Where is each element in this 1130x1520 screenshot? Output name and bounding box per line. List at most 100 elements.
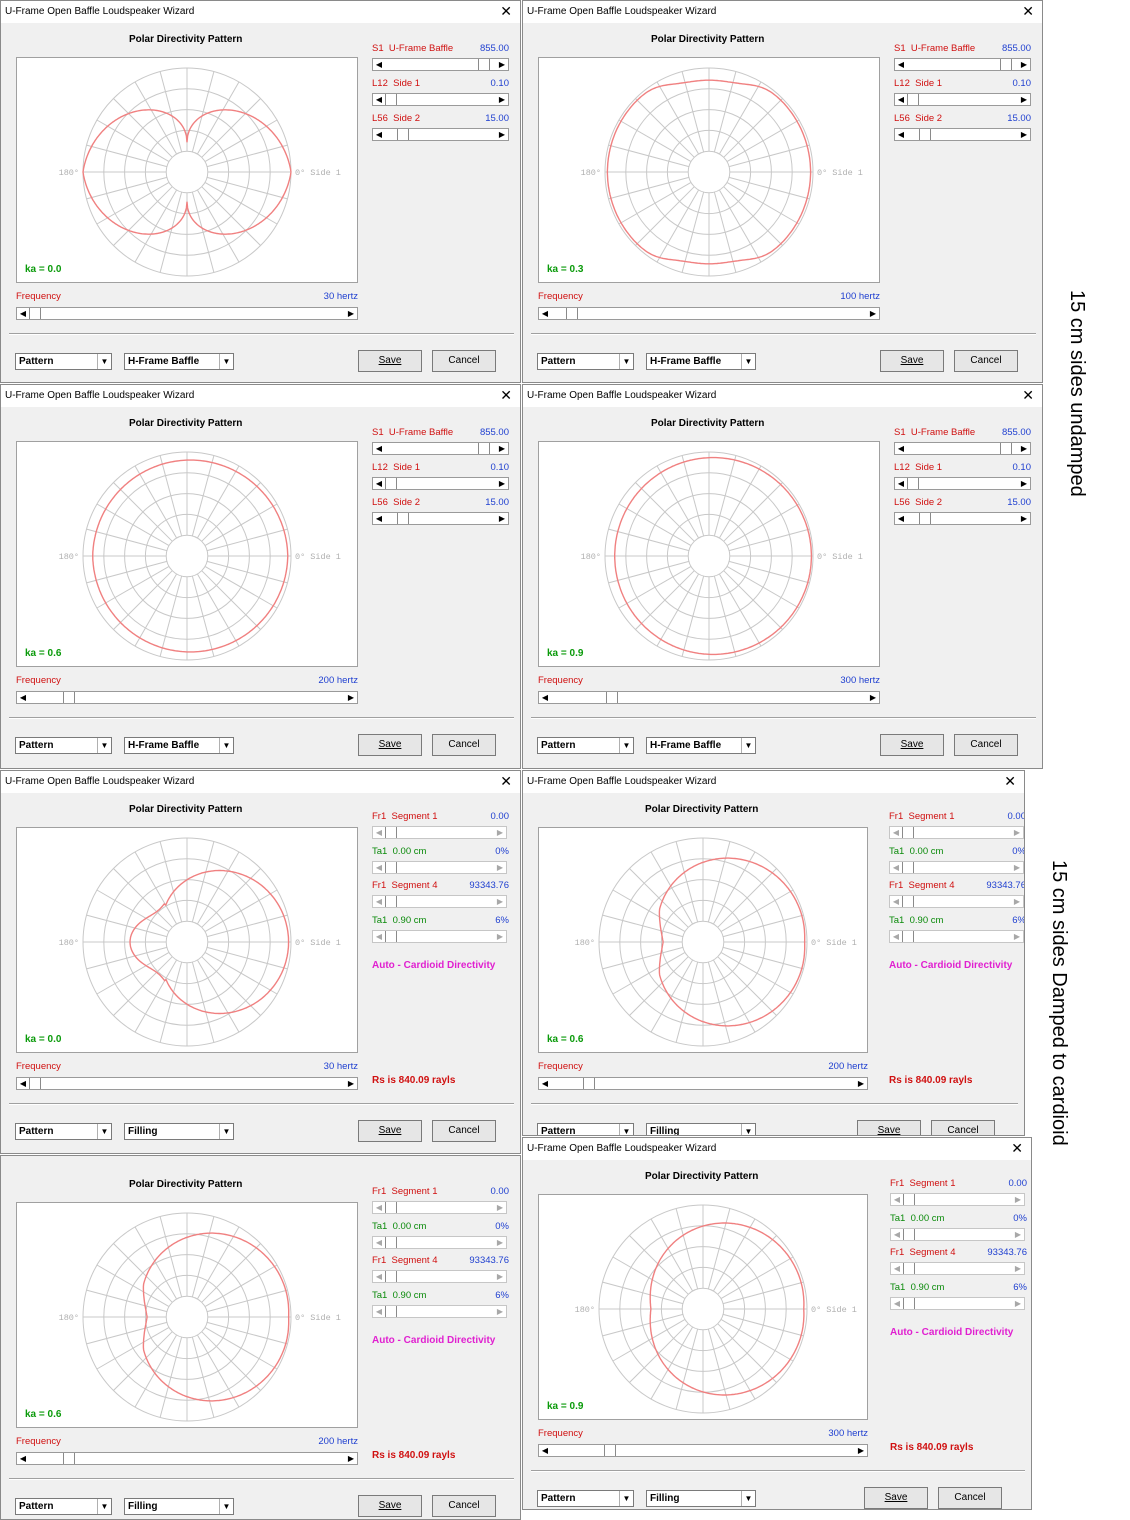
scroll-thumb[interactable]	[566, 308, 579, 319]
view-select[interactable]: Pattern ▼	[15, 737, 112, 754]
chevron-down-icon[interactable]: ▼	[619, 738, 633, 753]
scroll-left-arrow-icon[interactable]: ◀	[892, 862, 900, 872]
scroll-right-arrow-icon[interactable]: ▶	[1020, 479, 1028, 488]
chevron-down-icon[interactable]: ▼	[741, 1124, 755, 1135]
scroll-left-arrow-icon[interactable]: ◀	[375, 444, 383, 453]
mode-select[interactable]: H-Frame Baffle ▼	[124, 737, 234, 754]
scroll-right-arrow-icon[interactable]: ▶	[347, 1079, 355, 1088]
scroll-left-arrow-icon[interactable]: ◀	[375, 1203, 383, 1212]
mode-select[interactable]: H-Frame Baffle ▼	[646, 737, 756, 754]
chevron-down-icon[interactable]: ▼	[97, 1499, 111, 1514]
filling-param-slider[interactable]: ◀ ▶	[890, 1227, 1025, 1241]
chevron-down-icon[interactable]: ▼	[619, 354, 633, 369]
filling-param-slider[interactable]: ◀ ▶	[372, 826, 507, 839]
scroll-thumb[interactable]	[397, 129, 410, 140]
filling-param-slider[interactable]: ◀ ▶	[890, 1262, 1025, 1275]
scroll-left-arrow-icon[interactable]: ◀	[19, 1079, 27, 1088]
filling-param-slider[interactable]: ◀ ▶	[372, 1304, 507, 1318]
param-slider[interactable]: ◀ ▶	[894, 512, 1031, 525]
scroll-right-arrow-icon[interactable]: ▶	[496, 931, 504, 941]
filling-param-slider[interactable]: ◀ ▶	[889, 826, 1024, 839]
scroll-left-arrow-icon[interactable]: ◀	[375, 514, 383, 523]
scroll-right-arrow-icon[interactable]: ▶	[498, 479, 506, 488]
scroll-right-arrow-icon[interactable]: ▶	[498, 130, 506, 139]
chevron-down-icon[interactable]: ▼	[741, 1491, 755, 1506]
scroll-thumb[interactable]	[385, 827, 397, 838]
scroll-left-arrow-icon[interactable]: ◀	[897, 514, 905, 523]
scroll-left-arrow-icon[interactable]: ◀	[541, 1079, 549, 1088]
scroll-left-arrow-icon[interactable]: ◀	[375, 897, 383, 906]
chevron-down-icon[interactable]: ▼	[619, 1124, 633, 1135]
save-button[interactable]: Save	[358, 350, 422, 372]
scroll-right-arrow-icon[interactable]: ▶	[1014, 1264, 1022, 1273]
scroll-left-arrow-icon[interactable]: ◀	[19, 693, 27, 702]
view-select[interactable]: Pattern ▼	[537, 353, 634, 370]
chevron-down-icon[interactable]: ▼	[619, 1491, 633, 1506]
filling-param-slider[interactable]: ◀ ▶	[372, 929, 507, 943]
scroll-right-arrow-icon[interactable]: ▶	[347, 1454, 355, 1463]
scroll-right-arrow-icon[interactable]: ▶	[496, 1237, 504, 1247]
cancel-button[interactable]: Cancel	[954, 350, 1018, 372]
filling-param-slider[interactable]: ◀ ▶	[890, 1296, 1025, 1310]
scroll-left-arrow-icon[interactable]: ◀	[892, 828, 900, 837]
scroll-thumb[interactable]	[903, 1297, 915, 1309]
filling-param-slider[interactable]: ◀ ▶	[890, 1193, 1025, 1206]
scroll-thumb[interactable]	[385, 478, 397, 489]
scroll-thumb[interactable]	[583, 1078, 596, 1089]
scroll-thumb[interactable]	[397, 513, 410, 524]
scroll-left-arrow-icon[interactable]: ◀	[893, 1264, 901, 1273]
mode-select[interactable]: Filling ▼	[646, 1490, 756, 1507]
close-icon[interactable]: ✕	[1011, 1140, 1023, 1156]
scroll-right-arrow-icon[interactable]: ▶	[1020, 95, 1028, 104]
scroll-thumb[interactable]	[385, 1305, 397, 1317]
scroll-right-arrow-icon[interactable]: ▶	[1020, 60, 1028, 69]
save-button[interactable]: Save	[864, 1487, 928, 1509]
param-slider[interactable]: ◀ ▶	[372, 128, 509, 141]
close-icon[interactable]: ✕	[500, 387, 512, 403]
scroll-left-arrow-icon[interactable]: ◀	[375, 1237, 383, 1247]
scroll-right-arrow-icon[interactable]: ▶	[496, 897, 504, 906]
param-slider[interactable]: ◀ ▶	[894, 477, 1031, 490]
cancel-button[interactable]: Cancel	[432, 1120, 496, 1142]
param-slider[interactable]: ◀ ▶	[372, 58, 509, 71]
close-icon[interactable]: ✕	[1022, 3, 1034, 19]
scroll-left-arrow-icon[interactable]: ◀	[897, 130, 905, 139]
scroll-thumb[interactable]	[385, 1271, 397, 1282]
scroll-left-arrow-icon[interactable]: ◀	[893, 1298, 901, 1308]
scroll-left-arrow-icon[interactable]: ◀	[541, 693, 549, 702]
close-icon[interactable]: ✕	[1004, 773, 1016, 789]
scroll-right-arrow-icon[interactable]: ▶	[1014, 1195, 1022, 1204]
save-button[interactable]: Save	[358, 1120, 422, 1142]
param-slider[interactable]: ◀ ▶	[372, 512, 509, 525]
scroll-right-arrow-icon[interactable]: ▶	[857, 1079, 865, 1088]
scroll-right-arrow-icon[interactable]: ▶	[1020, 130, 1028, 139]
scroll-right-arrow-icon[interactable]: ▶	[1013, 897, 1021, 906]
frequency-slider[interactable]: ◀ ▶	[538, 1077, 868, 1090]
scroll-right-arrow-icon[interactable]: ▶	[347, 309, 355, 318]
close-icon[interactable]: ✕	[500, 3, 512, 19]
frequency-slider[interactable]: ◀ ▶	[16, 1452, 358, 1465]
cancel-button[interactable]: Cancel	[432, 734, 496, 756]
view-select[interactable]: Pattern ▼	[15, 1123, 112, 1140]
scroll-left-arrow-icon[interactable]: ◀	[375, 130, 383, 139]
view-select[interactable]: Pattern ▼	[537, 737, 634, 754]
view-select[interactable]: Pattern ▼	[537, 1490, 634, 1507]
filling-param-slider[interactable]: ◀ ▶	[372, 895, 507, 908]
frequency-slider[interactable]: ◀ ▶	[16, 1077, 358, 1090]
scroll-left-arrow-icon[interactable]: ◀	[893, 1195, 901, 1204]
cancel-button[interactable]: Cancel	[954, 734, 1018, 756]
frequency-slider[interactable]: ◀ ▶	[538, 691, 880, 704]
scroll-thumb[interactable]	[385, 861, 397, 873]
filling-param-slider[interactable]: ◀ ▶	[889, 895, 1024, 908]
scroll-left-arrow-icon[interactable]: ◀	[375, 60, 383, 69]
filling-param-slider[interactable]: ◀ ▶	[372, 1235, 507, 1249]
save-button[interactable]: Save	[880, 734, 944, 756]
scroll-thumb[interactable]	[477, 443, 490, 454]
view-select[interactable]: Pattern ▼	[15, 1498, 112, 1515]
scroll-right-arrow-icon[interactable]: ▶	[496, 1203, 504, 1212]
chevron-down-icon[interactable]: ▼	[219, 354, 233, 369]
param-slider[interactable]: ◀ ▶	[372, 93, 509, 106]
chevron-down-icon[interactable]: ▼	[219, 1499, 233, 1514]
save-button[interactable]: Save	[358, 734, 422, 756]
scroll-thumb[interactable]	[999, 443, 1012, 454]
